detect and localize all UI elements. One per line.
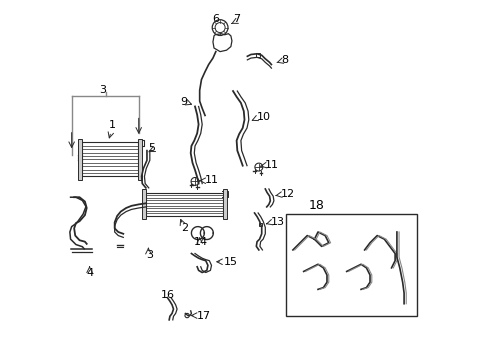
Text: 16: 16 — [161, 290, 175, 300]
Text: 10: 10 — [257, 112, 270, 122]
Bar — [138, 139, 142, 180]
Text: 5: 5 — [147, 143, 154, 153]
Polygon shape — [212, 34, 231, 51]
Text: 17: 17 — [197, 311, 211, 320]
Text: 4: 4 — [86, 268, 94, 278]
Bar — [82, 142, 138, 176]
Text: 9: 9 — [180, 97, 187, 107]
Text: 6: 6 — [212, 14, 219, 24]
Bar — [258, 223, 262, 226]
Bar — [78, 139, 82, 180]
Bar — [142, 189, 145, 220]
Text: 8: 8 — [281, 55, 288, 65]
Text: 14: 14 — [193, 237, 207, 247]
Text: 18: 18 — [307, 199, 324, 212]
Text: 11: 11 — [265, 160, 279, 170]
Text: 12: 12 — [280, 189, 294, 199]
Text: 1: 1 — [109, 121, 116, 130]
Text: 2: 2 — [181, 224, 187, 233]
Text: 3: 3 — [99, 85, 106, 95]
Text: 3: 3 — [146, 250, 153, 260]
Text: 13: 13 — [270, 217, 284, 227]
Text: 7: 7 — [233, 14, 240, 24]
Bar — [145, 193, 223, 216]
Text: 15: 15 — [224, 257, 238, 267]
Text: 11: 11 — [204, 175, 218, 185]
Bar — [223, 189, 227, 220]
Bar — [256, 53, 260, 57]
Bar — [285, 214, 416, 316]
